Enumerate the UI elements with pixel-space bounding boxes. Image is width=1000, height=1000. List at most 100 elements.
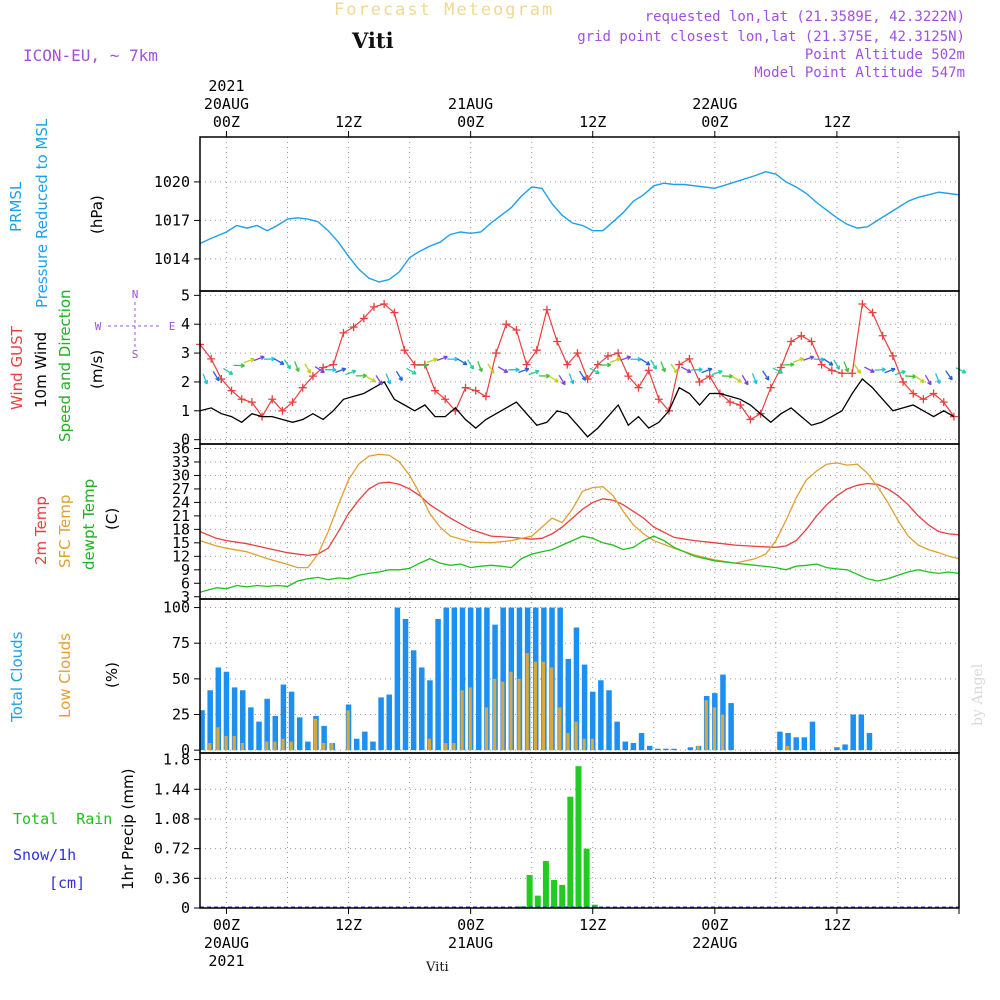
gust-point [431, 386, 440, 395]
total-cloud-bar [215, 667, 222, 751]
wind-direction-arrowhead [478, 367, 483, 373]
total-cloud-bar [516, 607, 523, 751]
wind-direction-arrow [955, 367, 967, 374]
wind-direction-arrow [905, 375, 917, 378]
low-cloud-bar [720, 714, 725, 751]
gust-point [614, 349, 623, 358]
data-layer [108, 170, 967, 908]
total-cloud-bar [850, 714, 856, 751]
wind-direction-arrow [884, 368, 896, 374]
wind-direction-arrowhead [332, 367, 337, 373]
low-cloud-bar [232, 735, 236, 751]
wind-direction-arrowhead [306, 369, 312, 374]
wind-direction-arrow [924, 374, 932, 386]
wind-direction-arrow [467, 359, 474, 370]
wind-tick-label: 3 [181, 344, 190, 362]
wind-direction-arrowhead [569, 379, 575, 385]
wind-direction-arrowhead [948, 375, 953, 381]
wind-direction-arrowhead [595, 369, 600, 375]
low-cloud-bar [574, 721, 578, 751]
total-cloud-bar [801, 737, 808, 751]
wind-direction-arrow [792, 357, 804, 363]
gust-point [349, 323, 358, 332]
gust-point [542, 305, 551, 314]
low-clouds-label: Low Clouds [56, 633, 74, 718]
wind-series-line [199, 378, 955, 438]
wind-direction-arrowhead [645, 361, 651, 366]
low-cloud-bar [460, 690, 464, 751]
wind-direction-arrowhead [753, 379, 758, 385]
low-cloud-bar [265, 741, 269, 751]
footer-location: Viti [426, 960, 449, 975]
temp-sfc-series-line [199, 453, 960, 569]
wind-direction-arrowhead [652, 365, 657, 370]
pressure-label-2: Pressure Reduced to MSL [33, 118, 51, 308]
gust-point [380, 299, 389, 308]
wind-direction-arrow [223, 367, 234, 375]
wind-direction-arrowhead [890, 367, 896, 373]
wind-direction-arrowhead [411, 370, 417, 375]
wind-direction-arrow [589, 367, 600, 375]
total-cloud-bar [288, 691, 295, 751]
total-clouds-label: Total Clouds [8, 631, 26, 722]
wind-direction-arrow [619, 356, 631, 361]
total-cloud-bar [264, 698, 270, 751]
wind-direction-arrowhead [881, 367, 886, 373]
temp-tick-label: 21 [172, 507, 190, 525]
snow-label: Snow/1h [13, 846, 77, 864]
gust-point [207, 354, 216, 363]
wind-direction-arrow [701, 368, 713, 374]
gust-point [278, 406, 287, 415]
wind-direction-arrowhead [626, 355, 632, 360]
wind-direction-arrowhead [341, 367, 347, 373]
gust-point [837, 369, 846, 378]
low-cloud-bar [517, 678, 521, 751]
total-cloud-bar [663, 748, 669, 751]
total-cloud-bar [842, 744, 848, 751]
wind-direction-arrow [314, 366, 325, 374]
wind-direction-arrowhead [490, 369, 495, 374]
wind-tick-label: 2 [181, 373, 190, 391]
wind-direction-arrowhead [423, 362, 429, 368]
wind-label: 10m Wind [32, 331, 50, 408]
total-cloud-bar [728, 703, 734, 751]
wind-direction-arrowhead [260, 355, 265, 361]
wind-direction-arrowhead [737, 378, 742, 383]
total-cloud-bar [272, 715, 279, 751]
total-cloud-bar [362, 731, 368, 751]
wind-direction-arrowhead [351, 369, 357, 375]
wind-direction-arrow [833, 359, 840, 370]
wind-direction-arrow [395, 370, 403, 381]
total-cloud-bar [231, 687, 238, 751]
low-cloud-bar [590, 738, 594, 751]
credit-label: by Angel [970, 663, 986, 726]
dewpt-label: dewpt Temp [80, 478, 98, 570]
wind-direction-arrow [660, 361, 666, 373]
gust-point [553, 337, 562, 346]
wind-direction-arrowhead [764, 375, 770, 381]
gust-point [339, 328, 348, 337]
precip-bar [591, 904, 598, 908]
total-cloud-bar [606, 690, 612, 751]
total-cloud-bar [476, 607, 482, 751]
temp-tick-label: 12 [172, 547, 190, 565]
point-altitude: Point Altitude 502m [804, 47, 965, 63]
requested-coords: requested lon,lat (21.3589E, 42.3222N) [644, 9, 965, 25]
total-cloud-bar [435, 618, 441, 751]
bottom-time-label: 00Z [213, 916, 240, 934]
wind-direction-arrow [497, 366, 508, 373]
wind-direction-arrowhead [386, 379, 392, 385]
gust-point [502, 320, 511, 329]
wind-direction-arrowhead [515, 367, 520, 373]
wind-direction-arrowhead [469, 364, 475, 370]
wind-direction-arrowhead [616, 357, 621, 362]
bottom-time-label: 12Z [823, 916, 850, 934]
wind-direction-arrowhead [790, 362, 795, 368]
total-cloud-bar [598, 680, 604, 751]
low-cloud-bar [550, 667, 554, 751]
total-cloud-bar [451, 607, 458, 751]
wind-direction-arrowhead [433, 357, 438, 363]
precip-bar [559, 884, 566, 908]
wind-direction-arrowhead [673, 369, 678, 374]
grid-point-coords: grid point closest lon,lat (21.375E, 42.… [577, 29, 965, 45]
